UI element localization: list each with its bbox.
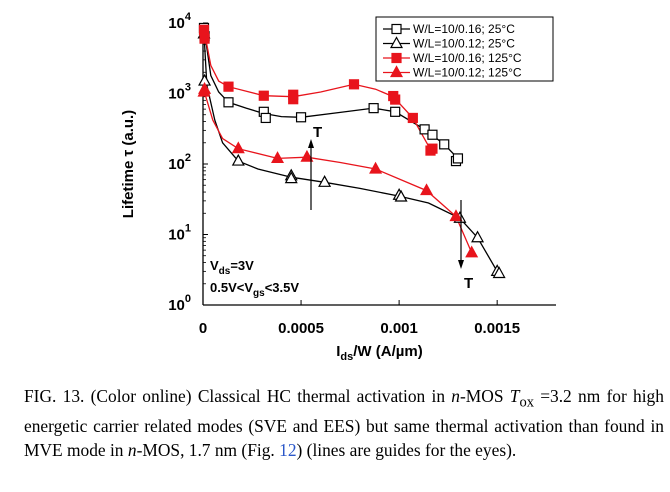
series-2-point	[471, 230, 485, 243]
x-tick-label: 0.0015	[474, 320, 520, 337]
lifetime-chart: 100 101 102 103 104 0 0.0005 0.001 0.0015 Ids/W (…	[120, 11, 556, 363]
legend-box	[375, 16, 554, 82]
caption-n-2: n	[127, 440, 137, 461]
series-1-point	[368, 103, 379, 114]
annotations: Vds=3V 0.5V<Vgs<3.5V T T	[210, 124, 473, 299]
series-4-point	[369, 161, 383, 174]
legend-label: W/L=10/0.12; 25°C	[413, 37, 515, 51]
y-tick-label: 104	[168, 11, 192, 32]
x-tick-label: 0.0005	[278, 320, 324, 337]
caption-text-3: =3.2 nm for high energetic carrier relat…	[24, 386, 664, 461]
legend-label: W/L=10/0.12; 125°C	[413, 66, 522, 80]
caption-text-1: (Color online) Classical HC thermal acti…	[90, 386, 446, 406]
annotation-vgs: 0.5V<Vgs<3.5V	[210, 280, 299, 299]
caption-n-1: n	[451, 386, 460, 406]
series-1-point	[427, 129, 438, 140]
x-axis-label: Ids/W (A/µm)	[336, 343, 422, 363]
y-tick-label: 101	[168, 223, 191, 244]
legend-label: W/L=10/0.16; 125°C	[413, 51, 522, 65]
legend-marker	[389, 36, 404, 49]
legend-marker	[389, 65, 404, 78]
legend-marker	[391, 52, 402, 64]
series-2-point	[394, 189, 408, 202]
series-3-point	[258, 90, 269, 101]
figure-caption: FIG. 13. (Color online) Classical HC the…	[24, 384, 664, 462]
series-1-point	[390, 106, 401, 117]
legend-label: W/L=10/0.16; 25°C	[413, 22, 515, 36]
series-4-point	[420, 183, 434, 196]
series-4-point	[198, 81, 212, 94]
series-1-point	[419, 124, 430, 135]
x-tick-label: 0.001	[380, 320, 418, 337]
series-1-point	[452, 153, 464, 164]
series-3-point	[198, 24, 210, 35]
legend: W/L=10/0.16; 25°CW/L=10/0.12; 25°CW/L=10…	[375, 16, 554, 82]
y-tick-label: 103	[168, 82, 191, 103]
series-1-point	[260, 112, 271, 124]
y-tick-label: 100	[168, 293, 191, 314]
annotation-vds: Vds=3V	[210, 258, 254, 277]
series-3-point	[407, 112, 418, 124]
series-4-point	[465, 245, 479, 258]
series-1-point	[295, 112, 307, 123]
series-4-point	[300, 149, 314, 162]
series-1-point	[223, 97, 234, 108]
caption-tox: T	[509, 386, 520, 406]
series-4-point	[449, 209, 463, 222]
caption-tox-sub: ox	[519, 394, 534, 411]
arrow-down-head	[458, 260, 464, 269]
series-3-point	[427, 143, 438, 154]
annotation-t-down: T	[464, 275, 473, 292]
series-2-point	[318, 175, 332, 187]
annotation-t-up: T	[313, 124, 322, 141]
legend-marker	[391, 23, 402, 35]
series-2-point	[492, 266, 506, 279]
series-markers	[197, 22, 506, 279]
y-axis-label: Lifetime τ (a.u.)	[120, 110, 137, 218]
caption-text-2: -MOS	[460, 386, 504, 406]
series-3-point	[390, 94, 401, 105]
series-4-point	[271, 151, 285, 164]
chart-axes: 100 101 102 103 104 0 0.0005 0.001 0.0015 Ids/W (…	[120, 11, 556, 363]
series-2-point	[231, 153, 245, 166]
y-tick-label: 102	[168, 152, 191, 173]
caption-fig-ref-link[interactable]: 12	[279, 440, 297, 461]
caption-text-5: ) (lines are guides for the eyes).	[296, 440, 517, 461]
series-4-point	[231, 141, 245, 154]
caption-text-4: -MOS, 1.7 nm (Fig.	[136, 440, 275, 461]
series-3-point	[348, 79, 360, 90]
series-line-4	[203, 90, 473, 254]
series-3-point	[199, 33, 210, 44]
series-3-point	[288, 94, 299, 105]
series-1-point	[439, 139, 450, 150]
series-2-point	[284, 171, 298, 184]
series-3-point	[223, 81, 234, 92]
arrow-up-head	[308, 139, 314, 148]
caption-fig-label: FIG. 13.	[24, 386, 85, 406]
x-tick-label: 0	[199, 320, 207, 337]
